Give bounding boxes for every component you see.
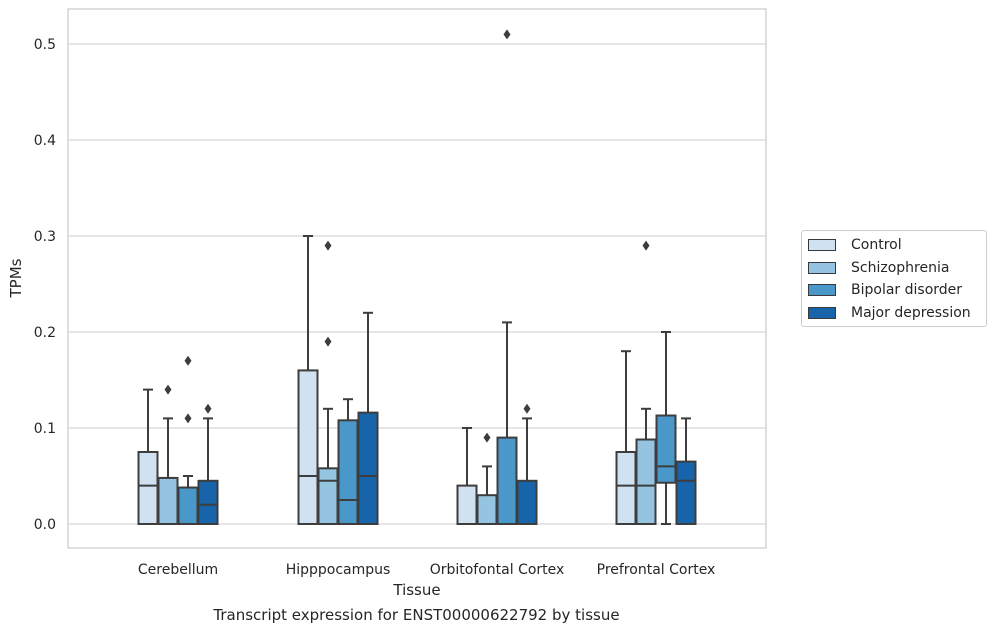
y-tick-label: 0.5 (34, 37, 56, 53)
outlier-point (324, 240, 332, 251)
x-tick-label: Cerebellum (138, 562, 218, 578)
x-axis-label: Tissue (392, 581, 440, 599)
legend-label: Bipolar disorder (851, 282, 963, 299)
outlier-point (483, 432, 491, 443)
box-control (137, 388, 159, 525)
box (456, 484, 478, 526)
box (177, 486, 199, 525)
box (516, 479, 538, 525)
box (496, 436, 518, 526)
box-schizophrenia (635, 240, 657, 525)
box-bipolar-disorder (496, 29, 518, 526)
x-tick-label: Hipppocampus (286, 562, 391, 578)
box (357, 411, 379, 526)
box (337, 419, 359, 526)
legend-swatch (808, 284, 836, 297)
plot-area-frame (67, 8, 767, 549)
box-plots (137, 29, 697, 526)
legend-label: Control (851, 237, 902, 254)
box-schizophrenia (157, 384, 179, 526)
y-tick-label: 0.1 (34, 421, 56, 437)
x-tick-label: Orbitofontal Cortex (430, 562, 565, 578)
box (476, 494, 498, 526)
box (197, 479, 219, 525)
legend-item: Control (802, 234, 986, 257)
box (317, 467, 339, 526)
legend-item: Schizophrenia (802, 257, 986, 280)
box-control (297, 235, 319, 525)
y-tick-label: 0.2 (34, 325, 56, 341)
box-control (615, 350, 637, 525)
y-axis-ticks: 0.0 0.1 0.2 0.3 0.4 0.5 (34, 37, 56, 533)
box-schizophrenia (317, 240, 339, 526)
x-axis-ticks: Cerebellum Hipppocampus Orbitofontal Corte… (138, 562, 715, 578)
outlier-point (184, 413, 192, 424)
legend-item: Bipolar disorder (802, 279, 986, 302)
legend-item: Major depression (802, 302, 986, 325)
outlier-point (164, 384, 172, 395)
legend-swatch (808, 306, 836, 319)
box (675, 460, 697, 526)
outlier-point (204, 403, 212, 414)
figure-caption: Transcript expression for ENST0000062279… (213, 606, 620, 624)
x-tick-label: Prefrontal Cortex (597, 562, 716, 578)
y-tick-label: 0.3 (34, 229, 56, 245)
outlier-point (503, 29, 511, 40)
box (615, 451, 637, 525)
box-major-depression (357, 311, 379, 526)
box-control (456, 427, 478, 526)
legend-label: Major depression (851, 304, 971, 321)
box-major-depression (516, 403, 538, 525)
box (635, 438, 657, 525)
y-axis-label: TPMs (7, 258, 25, 298)
box-bipolar-disorder (177, 355, 199, 525)
y-tick-label: 0.4 (34, 133, 56, 149)
outlier-point (523, 403, 531, 414)
box (137, 451, 159, 525)
legend-swatch (808, 239, 836, 252)
legend: Control Schizophrenia Bipolar disorder Majo… (801, 230, 987, 327)
outlier-point (324, 336, 332, 347)
box-major-depression (197, 403, 219, 525)
box-bipolar-disorder (655, 331, 677, 525)
legend-label: Schizophrenia (851, 259, 950, 276)
box-bipolar-disorder (337, 398, 359, 526)
box (297, 369, 319, 525)
box (157, 476, 179, 526)
outlier-point (184, 355, 192, 366)
box-schizophrenia (476, 432, 498, 526)
box (655, 414, 677, 484)
legend-swatch (808, 261, 836, 274)
y-tick-label: 0.0 (34, 517, 56, 533)
box-major-depression (675, 417, 697, 526)
outlier-point (642, 240, 650, 251)
